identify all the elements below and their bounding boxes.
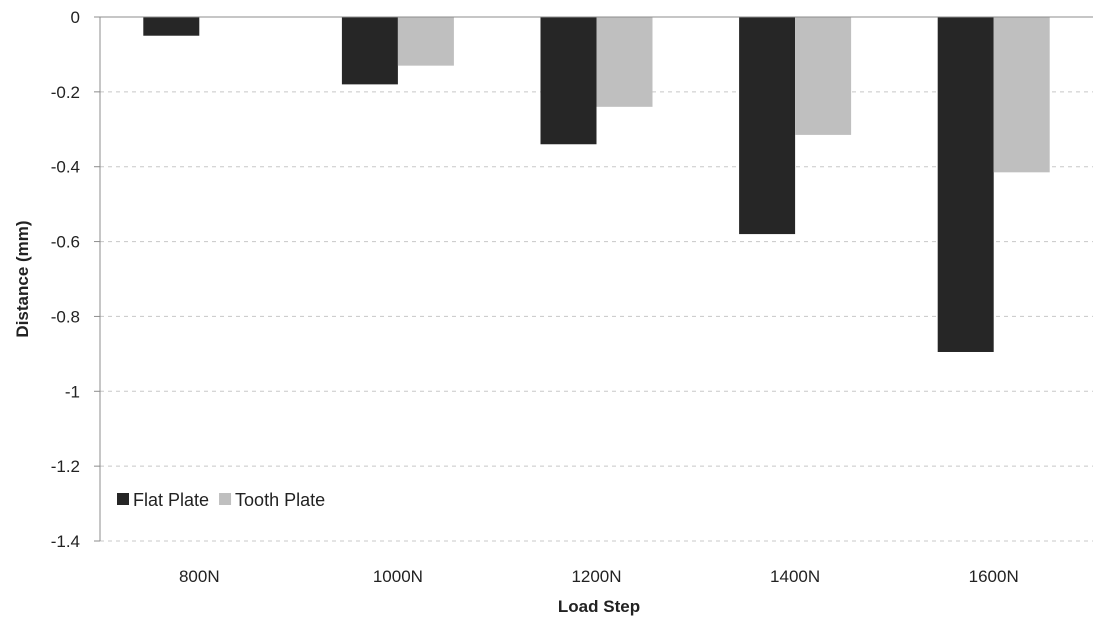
y-tick-label: -0.8 bbox=[51, 307, 80, 326]
x-axis-title: Load Step bbox=[558, 597, 640, 616]
y-tick-label: -1 bbox=[65, 382, 80, 401]
bar-flat-plate bbox=[937, 17, 994, 352]
y-tick-label: -1.2 bbox=[51, 457, 80, 476]
y-tick-label: -0.4 bbox=[51, 158, 80, 177]
legend-swatch bbox=[117, 493, 129, 505]
bar-tooth-plate bbox=[993, 17, 1050, 173]
x-tick-labels: 800N 1000N 1200N 1400N 1600N bbox=[179, 567, 1019, 586]
x-tick-label: 1200N bbox=[571, 567, 621, 586]
y-tick-label: -0.6 bbox=[51, 233, 80, 252]
axes bbox=[99, 16, 1093, 541]
bar-tooth-plate bbox=[397, 17, 454, 66]
bar-flat-plate bbox=[341, 17, 398, 85]
legend-label: Flat Plate bbox=[133, 490, 209, 510]
y-tick-label: 0 bbox=[71, 8, 80, 27]
bar-tooth-plate bbox=[596, 17, 653, 107]
y-tick-labels: 0 -0.2 -0.4 -0.6 -0.8 -1 -1.2 -1.4 bbox=[51, 8, 100, 551]
bar-flat-plate bbox=[143, 17, 200, 36]
bars bbox=[143, 17, 1050, 352]
y-tick-label: -0.2 bbox=[51, 83, 80, 102]
bar-flat-plate bbox=[540, 17, 597, 145]
x-tick-label: 800N bbox=[179, 567, 220, 586]
y-tick-label: -1.4 bbox=[51, 532, 80, 551]
bar-tooth-plate bbox=[795, 17, 852, 135]
x-tick-label: 1400N bbox=[770, 567, 820, 586]
gridlines bbox=[100, 91, 1093, 542]
legend-label: Tooth Plate bbox=[235, 490, 325, 510]
bar-flat-plate bbox=[739, 17, 796, 235]
x-tick-label: 1600N bbox=[969, 567, 1019, 586]
legend: Flat Plate Tooth Plate bbox=[117, 490, 325, 510]
legend-swatch bbox=[219, 493, 232, 505]
y-axis-title: Distance (mm) bbox=[13, 220, 32, 337]
x-tick-label: 1000N bbox=[373, 567, 423, 586]
